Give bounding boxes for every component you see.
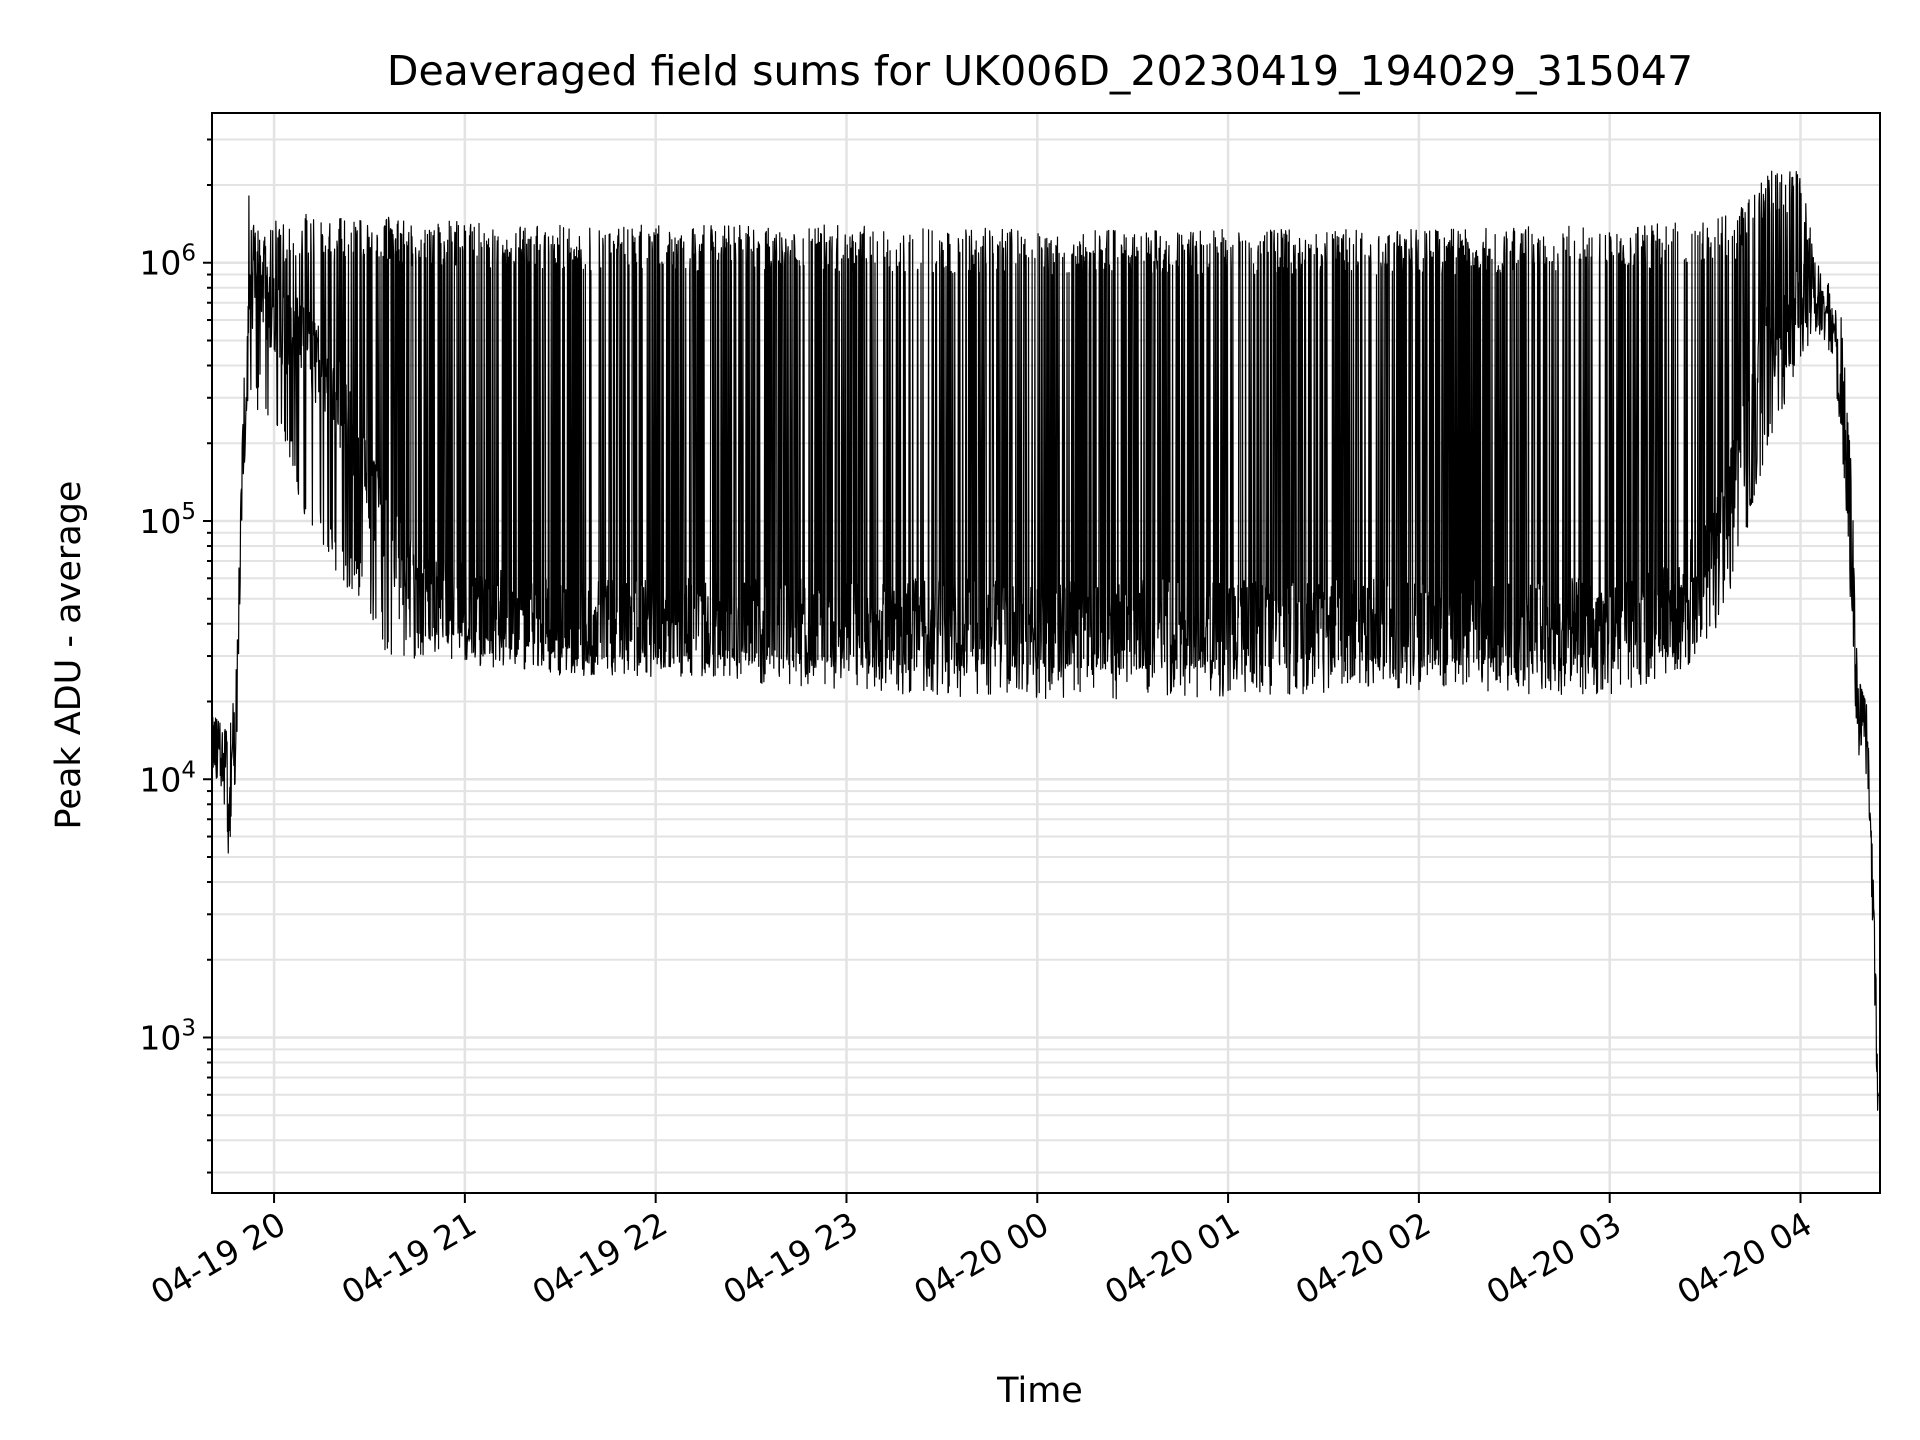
- y-axis-title: Peak ADU - average: [49, 481, 89, 830]
- chart-title: Deaveraged field sums for UK006D_2023041…: [387, 47, 1693, 95]
- y-tick-label: 106: [139, 241, 196, 283]
- plot-frame: [211, 112, 1881, 1194]
- y-tick-label: 104: [139, 757, 196, 799]
- x-axis-title: Time: [996, 1371, 1083, 1411]
- series-line: [211, 170, 1880, 1111]
- y-tick-label: 105: [139, 499, 196, 541]
- y-tick-label: 103: [139, 1016, 196, 1058]
- plot-area: [211, 170, 1880, 1111]
